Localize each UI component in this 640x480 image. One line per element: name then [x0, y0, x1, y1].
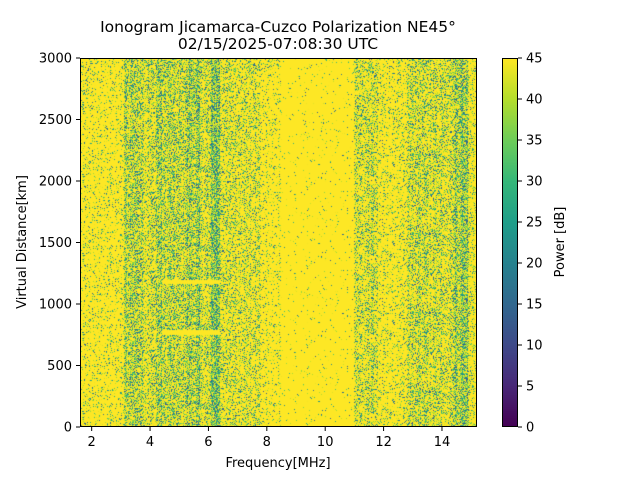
- colorbar-tick-label: 10: [526, 339, 543, 354]
- colorbar-tick-label: 40: [526, 93, 543, 108]
- chart-subtitle: 02/15/2025-07:08:30 UTC: [178, 35, 378, 53]
- colorbar-tick-label: 30: [526, 175, 543, 190]
- colorbar-tick-label: 15: [526, 298, 543, 313]
- colorbar-tick-label: 5: [526, 380, 534, 395]
- x-tick-label: 2: [88, 435, 96, 450]
- y-axis-label: Virtual Distance[km]: [15, 175, 30, 309]
- plot-frame: [80, 58, 477, 427]
- x-tick-label: 12: [375, 435, 392, 450]
- y-tick-label: 500: [47, 359, 72, 374]
- colorbar-frame: [502, 58, 518, 427]
- x-tick-label: 6: [204, 435, 212, 450]
- colorbar: [502, 58, 518, 427]
- x-axis-label: Frequency[MHz]: [225, 456, 330, 471]
- colorbar-tick-label: 35: [526, 134, 543, 149]
- colorbar-tick-label: 45: [526, 52, 543, 67]
- y-tick-label: 2000: [39, 175, 72, 190]
- heatmap: [80, 58, 477, 427]
- y-tick-label: 1000: [39, 298, 72, 313]
- x-tick-label: 10: [317, 435, 334, 450]
- x-tick-label: 14: [434, 435, 451, 450]
- y-tick-label: 2500: [39, 113, 72, 128]
- chart-title: Ionogram Jicamarca-Cuzco Polarization NE…: [100, 18, 456, 36]
- y-tick-label: 0: [64, 421, 72, 436]
- colorbar-tick-label: 25: [526, 216, 543, 231]
- x-tick-label: 4: [146, 435, 154, 450]
- colorbar-tick-label: 20: [526, 257, 543, 272]
- y-tick-label: 1500: [39, 236, 72, 251]
- colorbar-label: Power [dB]: [553, 207, 568, 278]
- colorbar-tick-label: 0: [526, 421, 534, 436]
- x-tick-label: 8: [263, 435, 271, 450]
- y-tick-label: 3000: [39, 52, 72, 67]
